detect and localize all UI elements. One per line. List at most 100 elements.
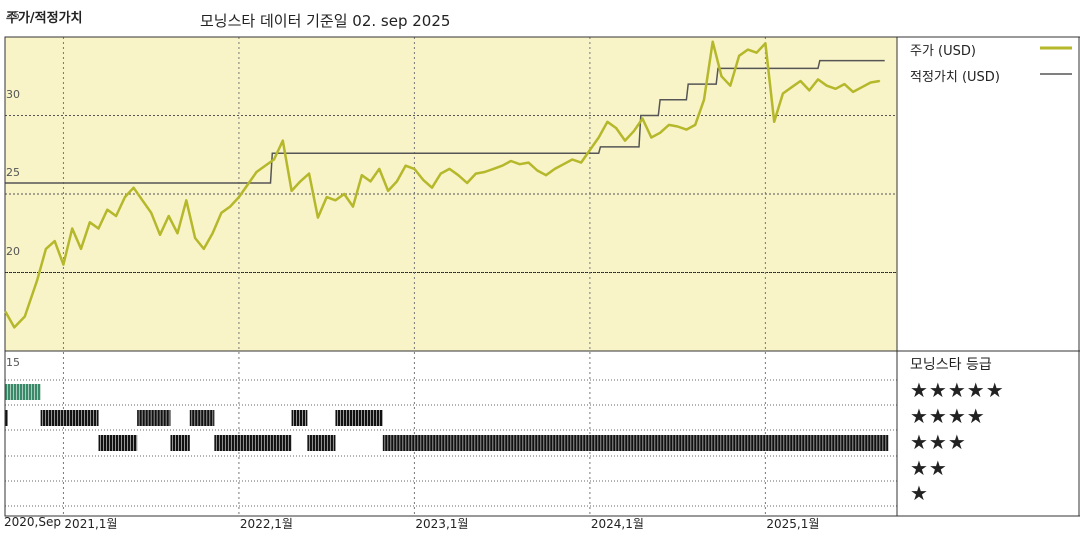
x-tick-label: 2024,1월 — [590, 517, 644, 531]
price-point — [580, 161, 582, 164]
price-point — [571, 158, 574, 161]
price-point — [343, 193, 346, 195]
price-point — [641, 117, 644, 120]
price-point — [457, 174, 460, 176]
rating-bar-3-stars — [98, 435, 138, 451]
price-point — [229, 205, 231, 208]
price-point — [676, 125, 679, 128]
price-point — [782, 92, 784, 95]
price-point — [281, 139, 284, 142]
price-point — [360, 174, 363, 176]
price-point — [194, 237, 196, 239]
price-point — [290, 190, 293, 192]
price-point — [808, 89, 811, 92]
price-line — [4, 40, 880, 329]
price-point — [246, 183, 249, 186]
rating-bar-3-stars — [214, 435, 292, 451]
price-point — [62, 263, 65, 266]
rating-panel-title: 모닝스타 등급 — [910, 357, 992, 373]
price-point — [220, 212, 223, 214]
price-point — [518, 163, 521, 165]
price-point — [431, 186, 433, 189]
price-point — [668, 124, 670, 126]
price-point — [24, 315, 26, 318]
price-point — [176, 232, 179, 235]
price-point — [606, 120, 609, 123]
price-point — [387, 190, 389, 192]
rating-bar-4-stars — [335, 410, 383, 426]
price-point — [422, 179, 424, 181]
chart-subtitle: 모닝스타 데이터 기준일 02. sep 2025 — [200, 12, 451, 30]
price-point — [799, 80, 802, 82]
legend-fair-value-label: 적정가치 (USD) — [910, 70, 1000, 85]
price-point — [747, 48, 749, 51]
price-point — [45, 248, 47, 250]
price-point — [790, 86, 793, 89]
price-point — [589, 149, 591, 151]
price-point — [826, 84, 828, 87]
x-tick-label: 2022,1월 — [239, 517, 293, 531]
price-point — [396, 180, 398, 183]
price-point — [773, 120, 775, 123]
price-point — [132, 186, 135, 189]
price-point — [150, 212, 152, 214]
rating-bar-4-stars — [189, 410, 215, 426]
price-point — [325, 196, 328, 198]
price-point — [545, 174, 547, 176]
price-point — [106, 208, 109, 211]
price-point — [597, 136, 600, 139]
y-tick-label: 15 — [6, 356, 20, 369]
y-tick-label: 20 — [6, 244, 20, 258]
price-point — [448, 168, 451, 170]
price-point — [554, 168, 556, 170]
price-point — [685, 128, 688, 131]
plot-frame — [4, 36, 898, 517]
rating-bar-3-stars — [382, 435, 889, 451]
price-point — [527, 161, 530, 164]
price-point — [4, 310, 7, 313]
price-point — [703, 99, 705, 101]
price-point — [729, 84, 732, 87]
price-point — [308, 172, 310, 175]
price-point — [299, 180, 302, 183]
rating-row-3-stars: ★★★ — [910, 430, 967, 454]
chart-title: 주가/적정가치 — [6, 11, 83, 26]
y-tick-label: 30 — [6, 87, 20, 101]
price-point — [317, 216, 319, 219]
price-point — [843, 83, 846, 85]
price-point — [124, 196, 126, 198]
rating-row-4-stars: ★★★★ — [910, 404, 986, 428]
price-point — [624, 139, 626, 142]
x-tick-label: 2025,1월 — [766, 517, 820, 531]
price-point — [97, 227, 100, 230]
price-point — [334, 199, 337, 202]
price-point — [352, 205, 354, 208]
price-point — [632, 130, 635, 132]
price-point — [869, 81, 872, 84]
price-point — [501, 164, 503, 167]
price-point — [852, 91, 854, 93]
price-point — [817, 78, 819, 81]
price-point — [834, 88, 837, 90]
price-point — [167, 215, 170, 217]
rating-bar-4-stars — [5, 410, 8, 426]
legend-price-label: 주가 (USD) — [910, 44, 976, 59]
price-point — [475, 172, 477, 175]
price-point — [615, 127, 618, 129]
price-point — [141, 199, 144, 202]
price-point — [369, 180, 372, 183]
price-point — [861, 86, 863, 89]
rating-row-1-star: ★ — [910, 481, 929, 505]
price-point — [650, 136, 653, 139]
price-point — [203, 248, 205, 250]
price-point — [483, 171, 486, 173]
rating-row-2-stars: ★★ — [910, 456, 948, 480]
price-point — [720, 75, 723, 78]
price-point — [439, 172, 442, 175]
price-point — [115, 215, 117, 217]
price-point — [694, 124, 696, 126]
price-point — [88, 221, 91, 224]
price-point — [536, 169, 539, 172]
price-point — [764, 42, 767, 45]
price-point — [492, 168, 495, 170]
